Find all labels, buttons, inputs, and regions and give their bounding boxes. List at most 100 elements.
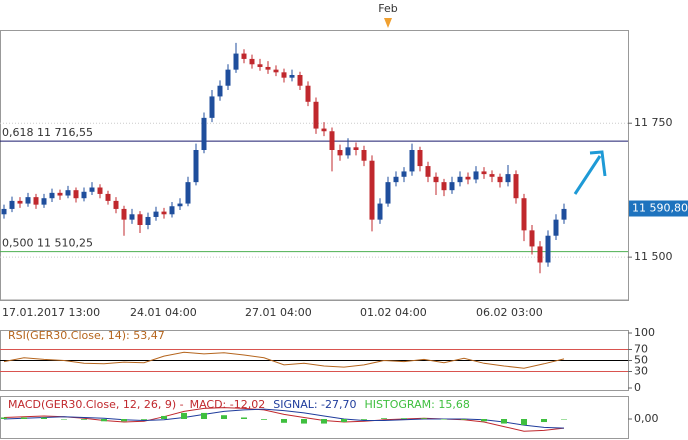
histogram-bar (201, 412, 207, 419)
candle-body (505, 174, 511, 183)
candle-body (401, 171, 407, 177)
candle-body (185, 182, 191, 204)
candle-body (153, 211, 159, 217)
candle-body (273, 69, 279, 73)
candle-body (305, 85, 311, 102)
candle-body (65, 190, 71, 196)
rsi-line (3, 351, 565, 369)
candle-body (489, 174, 495, 177)
legend-entry: SIGNAL: -27,70 (273, 398, 356, 411)
candle-body (553, 219, 559, 236)
candle-body (561, 208, 567, 220)
candle-body (361, 150, 367, 161)
candle-body (297, 75, 303, 86)
candle-body (449, 182, 455, 191)
top-label: Feb (378, 2, 397, 15)
candle-body (425, 166, 431, 177)
candle-body (345, 147, 351, 156)
macd-line (3, 407, 565, 432)
histogram-bar (181, 412, 187, 419)
candle-body (49, 192, 55, 199)
candle-body (473, 171, 479, 180)
histogram-bar (561, 419, 567, 420)
candle-body (385, 182, 391, 204)
x-tick-label: 27.01 04:00 (245, 306, 312, 319)
histogram-bar (221, 415, 227, 419)
y-tick-label: 11 750 (634, 116, 673, 129)
y-tick-label: 50 (634, 354, 648, 367)
histogram-bar (421, 418, 427, 419)
histogram-bar (501, 419, 507, 424)
last-price-box (629, 200, 688, 217)
candle-body (97, 187, 103, 194)
histogram-bar (401, 418, 407, 419)
candle-body (545, 235, 551, 263)
histogram-bar (361, 419, 367, 420)
histogram-bar (1, 417, 7, 419)
candle-body (9, 200, 15, 209)
candle-body (337, 150, 343, 156)
histogram-bar (521, 419, 527, 426)
candle-body (393, 176, 399, 183)
candle-body (537, 246, 543, 263)
histogram-bar (41, 417, 47, 419)
candle-body (177, 203, 183, 207)
candle-body (497, 176, 503, 183)
y-tick-label: 0 (634, 381, 641, 394)
y-tick-label: 11 500 (634, 250, 673, 263)
candle-body (313, 101, 319, 129)
candle-body (233, 53, 239, 70)
histogram-bar (21, 417, 27, 419)
y-tick-label: 100 (634, 326, 655, 339)
candle-body (353, 147, 359, 150)
candle-body (17, 200, 23, 204)
candle-body (289, 75, 295, 78)
candle-body (201, 117, 207, 150)
histogram-bar (101, 419, 107, 422)
arrow (573, 150, 607, 195)
histogram-bar (141, 419, 147, 420)
histogram-bar (541, 419, 547, 423)
candle-body (81, 191, 87, 199)
candle-body (513, 174, 519, 199)
candle-body (417, 150, 423, 167)
candle-body (1, 208, 7, 215)
candle-body (481, 171, 487, 175)
candle-body (209, 96, 215, 118)
candle-body (377, 203, 383, 220)
candle-body (441, 182, 447, 191)
candle-body (121, 208, 127, 220)
candle-body (265, 66, 271, 70)
histogram-bar (381, 418, 387, 419)
x-tick-label: 01.02 04:00 (360, 306, 427, 319)
last-price-label: 11 590,80 (632, 202, 688, 215)
candle-body (193, 150, 199, 183)
histogram-bar (161, 415, 167, 419)
histogram-bar (81, 419, 87, 420)
y-tick-label: 30 (634, 365, 648, 378)
x-tick-label: 17.01.2017 13:00 (2, 306, 100, 319)
candle-body (225, 69, 231, 86)
candle-body (321, 128, 327, 132)
candle-body (329, 131, 335, 150)
candle-body (33, 197, 39, 205)
legend-entry: MACD: -12,02 (190, 398, 266, 411)
histogram-bar (461, 419, 467, 420)
candle-body (281, 72, 287, 78)
main-frame (0, 30, 629, 301)
candle-body (241, 53, 247, 59)
histogram-bar (481, 419, 487, 422)
level-label: 0,500 11 510,25 (2, 237, 93, 250)
candle-body (145, 216, 151, 225)
legend-entry: HISTOGRAM: 15,68 (365, 398, 470, 411)
x-tick-label: 06.02 03:00 (476, 306, 543, 319)
histogram-bar (121, 419, 127, 422)
candle-body (529, 230, 535, 247)
histogram-bar (341, 419, 347, 423)
candle-body (89, 187, 95, 192)
candle-body (521, 198, 527, 231)
period-marker (384, 18, 392, 28)
histogram-bar (61, 419, 67, 420)
candle-body (113, 200, 119, 209)
